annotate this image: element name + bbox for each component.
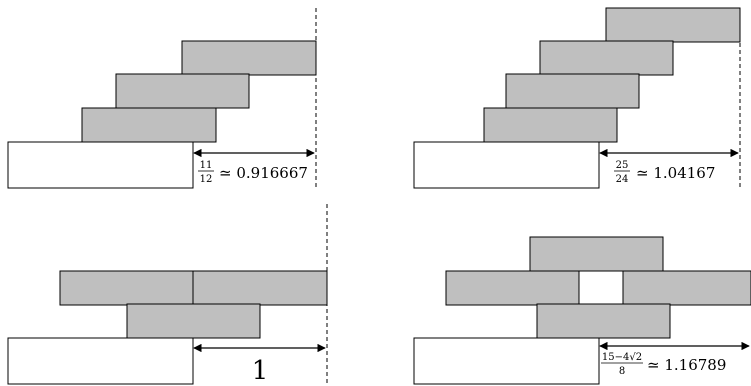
value-label: 1 xyxy=(252,356,269,386)
gray-block xyxy=(536,303,671,339)
gray-block xyxy=(126,303,261,339)
gray-block xyxy=(81,107,217,143)
gray-block xyxy=(192,270,328,306)
fraction-denominator: 24 xyxy=(616,174,629,185)
fraction-numerator: 25 xyxy=(616,160,629,171)
value-text: ≃ 0.916667 xyxy=(219,164,308,182)
white-block xyxy=(413,337,600,385)
fraction-numerator: 11 xyxy=(200,160,213,171)
fraction-denominator: 12 xyxy=(200,174,213,185)
gray-block xyxy=(115,73,250,109)
gray-block xyxy=(445,270,580,306)
panel-top-left: 11 12 ≃ 0.916667 xyxy=(7,8,317,190)
gray-block xyxy=(539,40,674,76)
gray-block xyxy=(605,7,741,43)
value-text: ≃ 1.04167 xyxy=(636,164,715,182)
panel-bottom-left: 1 xyxy=(7,204,328,386)
gray-block xyxy=(622,270,751,306)
gray-block xyxy=(483,107,618,143)
gray-block xyxy=(505,73,640,109)
gray-block xyxy=(181,40,317,76)
fraction-denominator: 8 xyxy=(619,366,625,377)
white-block xyxy=(7,141,194,189)
white-block xyxy=(413,141,600,189)
white-block xyxy=(7,337,194,385)
panel-bottom-right: 15−4√2 8 ≃ 1.16789 xyxy=(413,236,751,385)
panel-top-right: 25 24 ≃ 1.04167 xyxy=(413,7,741,190)
gray-block xyxy=(529,236,664,272)
value-text: ≃ 1.16789 xyxy=(647,356,726,374)
gray-block xyxy=(59,270,194,306)
fraction-numerator: 15−4√2 xyxy=(602,352,642,363)
